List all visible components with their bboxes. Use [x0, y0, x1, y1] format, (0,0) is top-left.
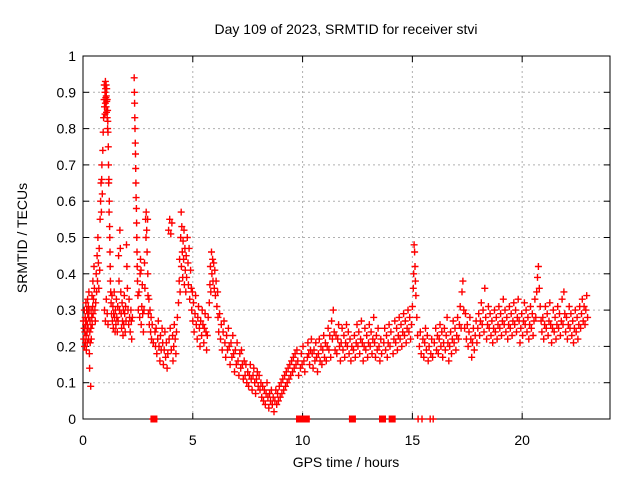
zero-cluster-marker — [296, 415, 304, 423]
tick-marks — [82, 55, 610, 420]
x-tick-label: 0 — [79, 432, 87, 448]
zero-cluster-marker — [150, 415, 158, 423]
x-tick-label: 5 — [189, 432, 197, 448]
y-tick-label: 0.7 — [57, 157, 77, 173]
tick-labels: 00.10.20.30.40.50.60.70.80.910 5 10 15 20 — [57, 48, 531, 448]
y-tick-label: 0.3 — [57, 302, 77, 318]
y-tick-label: 0.9 — [57, 84, 77, 100]
y-tick-label: 0.6 — [57, 193, 77, 209]
gridlines — [83, 56, 610, 419]
y-tick-label: 1 — [68, 48, 76, 64]
y-axis-label: SRMTID / TECUs — [14, 183, 30, 293]
zero-cluster-marker — [348, 415, 356, 423]
y-tick-label: 0.8 — [57, 121, 77, 137]
zero-cluster-marker — [379, 415, 387, 423]
y-tick-label: 0 — [68, 411, 76, 427]
y-tick-label: 0.5 — [57, 230, 77, 246]
x-tick-label: 20 — [514, 432, 530, 448]
scatter-points — [79, 74, 592, 423]
x-axis-label: GPS time / hours — [293, 454, 400, 470]
y-tick-label: 0.1 — [57, 375, 77, 391]
data-points — [79, 74, 592, 423]
chart-title: Day 109 of 2023, SRMTID for receiver stv… — [215, 21, 478, 37]
x-tick-label: 15 — [405, 432, 421, 448]
x-tick-label: 10 — [295, 432, 311, 448]
y-tick-label: 0.4 — [57, 266, 77, 282]
zero-cluster-marker — [302, 415, 310, 423]
y-tick-label: 0.2 — [57, 338, 77, 354]
zero-cluster-marker — [388, 415, 396, 423]
